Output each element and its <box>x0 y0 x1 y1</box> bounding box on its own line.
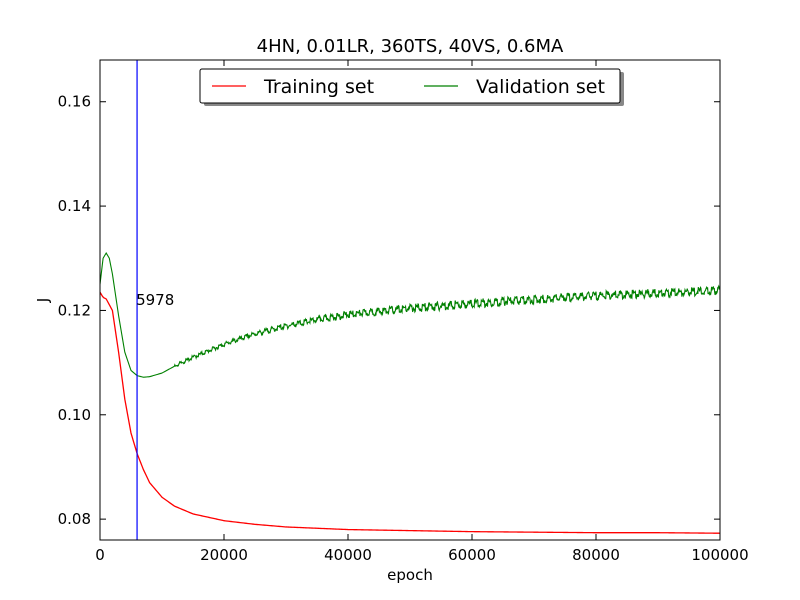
x-axis-label: epoch <box>387 566 433 584</box>
y-tick-label: 0.08 <box>58 510 91 528</box>
x-tick-label: 0 <box>95 546 105 564</box>
x-tick-label: 100000 <box>691 546 748 564</box>
y-tick-label: 0.16 <box>58 93 91 111</box>
x-tick-label: 20000 <box>200 546 248 564</box>
legend-label-training: Training set <box>263 76 374 98</box>
legend: Training set Validation set <box>199 68 624 106</box>
plot-area-frame <box>99 59 721 541</box>
series-line-validation <box>100 251 720 378</box>
x-tick-label: 60000 <box>448 546 496 564</box>
legend-label-validation: Validation set <box>476 76 605 98</box>
legend-box <box>199 68 621 104</box>
y-tick-label: 0.10 <box>58 406 91 424</box>
marker-annotation: 5978 <box>136 291 174 309</box>
y-axis-label: J <box>34 298 52 303</box>
x-tick-label: 80000 <box>572 546 620 564</box>
chart-title: 4HN, 0.01LR, 360TS, 40VS, 0.6MA <box>257 36 564 57</box>
y-tick-label: 0.12 <box>58 301 91 319</box>
y-tick-label: 0.14 <box>58 197 91 215</box>
series-line-training <box>100 291 720 534</box>
x-tick-label: 40000 <box>324 546 372 564</box>
